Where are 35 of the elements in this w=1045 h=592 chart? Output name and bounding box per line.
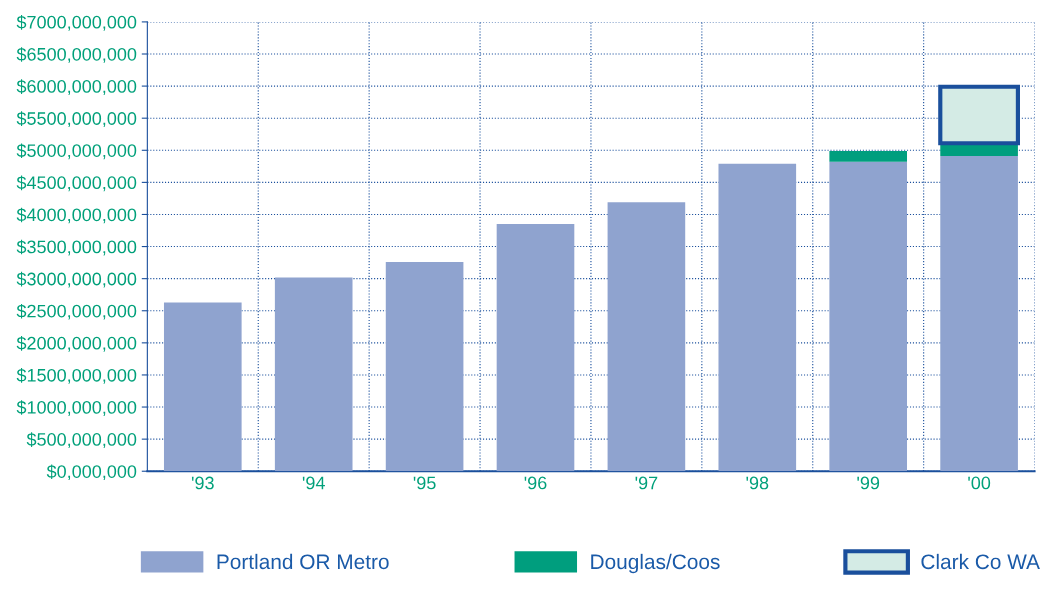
y-tick-label: $5500,000,000 (16, 111, 137, 128)
x-tick-label: '95 (413, 476, 436, 490)
x-tick-label: '98 (746, 476, 769, 490)
bar (829, 161, 908, 472)
y-tick-label: $3500,000,000 (16, 239, 137, 256)
x-tick-label: '97 (635, 476, 658, 490)
x-tick-label: '94 (302, 476, 325, 490)
y-tick-label: $5000,000,000 (16, 143, 137, 160)
bar (607, 202, 686, 472)
y-tick-label: $4500,000,000 (16, 175, 137, 192)
y-tick-label: $4000,000,000 (16, 207, 137, 224)
bar (718, 163, 797, 472)
bar (385, 261, 464, 472)
x-tick-label: '00 (968, 476, 991, 490)
legend-label: Clark Co WA (921, 553, 1040, 570)
bar (940, 156, 1018, 472)
x-tick-label: '99 (857, 476, 880, 490)
x-tick-label: '93 (191, 476, 214, 490)
y-tick-label: $2500,000,000 (16, 303, 137, 320)
bar (496, 224, 575, 472)
y-tick-label: $3000,000,000 (16, 271, 137, 288)
y-tick-label: $6000,000,000 (16, 79, 137, 95)
y-tick-label: $1000,000,000 (16, 400, 137, 416)
bar (829, 150, 908, 162)
y-tick-label: $2000,000,000 (16, 336, 137, 352)
y-tick-label: $0,000,000 (46, 464, 137, 481)
legend-label: Douglas/Coos (591, 553, 720, 574)
legend-label: Portland OR Metro (217, 553, 389, 570)
y-tick-label: $500,000,000 (26, 432, 137, 448)
x-tick-label: '96 (524, 476, 547, 490)
bar (274, 277, 353, 472)
bar (163, 302, 242, 472)
y-tick-label: $1500,000,000 (16, 368, 137, 384)
y-tick-label: $6500,000,000 (16, 47, 137, 63)
y-tick-label: $7000,000,000 (16, 15, 137, 31)
